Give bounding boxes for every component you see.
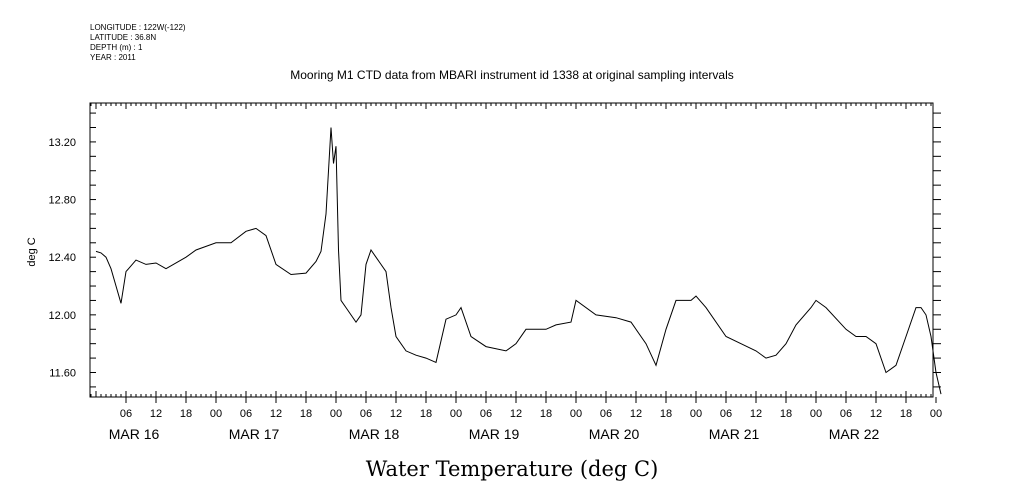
x-hour-label: 00 (570, 408, 582, 420)
x-hour-label: 00 (210, 408, 222, 420)
x-hour-label: 12 (270, 408, 282, 420)
x-hour-label: 00 (690, 408, 702, 420)
x-hour-label: 12 (630, 408, 642, 420)
x-hour-label: 12 (150, 408, 162, 420)
longitude-label: LONGITUDE : 122W(-122) (90, 23, 186, 32)
x-hour-label: 18 (180, 408, 192, 420)
x-hour-label: 06 (240, 408, 252, 420)
x-hour-label: 00 (930, 408, 942, 420)
x-hour-label: 18 (420, 408, 432, 420)
x-date-label: MAR 22 (829, 426, 880, 442)
x-axis-label: Water Temperature (deg C) (366, 457, 659, 481)
x-hour-label: 06 (480, 408, 492, 420)
x-hour-label: 06 (360, 408, 372, 420)
depth-label: DEPTH (m) : 1 (90, 43, 143, 52)
latitude-label: LATITUDE : 36.8N (90, 33, 156, 42)
y-axis: 13.20 12.80 12.40 12.00 11.60 (48, 112, 941, 388)
x-date-label: MAR 21 (709, 426, 760, 442)
x-hour-label: 06 (120, 408, 132, 420)
y-tick-label: 13.20 (48, 137, 76, 149)
x-date-label: MAR 17 (229, 426, 280, 442)
x-hour-label: 00 (810, 408, 822, 420)
y-tick-label: 12.80 (48, 195, 76, 207)
metadata-block: LONGITUDE : 122W(-122) LATITUDE : 36.8N … (90, 23, 186, 62)
y-tick-label: 11.60 (49, 368, 76, 380)
x-hour-label: 12 (390, 408, 402, 420)
x-date-label: MAR 19 (469, 426, 520, 442)
y-tick-label: 12.40 (48, 252, 76, 264)
plot-frame (89, 102, 934, 398)
x-hour-label: 12 (750, 408, 762, 420)
chart-title: Mooring M1 CTD data from MBARI instrumen… (290, 68, 734, 82)
x-hour-label: 00 (450, 408, 462, 420)
x-axis: 06 12 18 00 06 12 18 00 06 12 18 00 06 12 18 00 06 12 18 00… (90, 103, 942, 442)
y-axis-label: deg C (26, 237, 38, 266)
x-date-label: MAR 18 (349, 426, 400, 442)
x-hour-label: 18 (660, 408, 672, 420)
y-tick-label: 12.00 (48, 310, 76, 322)
x-date-label: MAR 16 (109, 426, 160, 442)
x-hour-label: 18 (780, 408, 792, 420)
x-hour-label: 18 (900, 408, 912, 420)
x-hour-label: 12 (510, 408, 522, 420)
x-hour-label: 06 (840, 408, 852, 420)
x-date-label: MAR 20 (589, 426, 640, 442)
x-hour-label: 18 (540, 408, 552, 420)
x-hour-label: 06 (600, 408, 612, 420)
x-hour-label: 12 (870, 408, 882, 420)
temperature-series-line (95, 127, 942, 395)
x-hour-label: 06 (720, 408, 732, 420)
year-label: YEAR : 2011 (90, 53, 136, 62)
x-hour-label: 18 (300, 408, 312, 420)
x-hour-label: 00 (330, 408, 342, 420)
